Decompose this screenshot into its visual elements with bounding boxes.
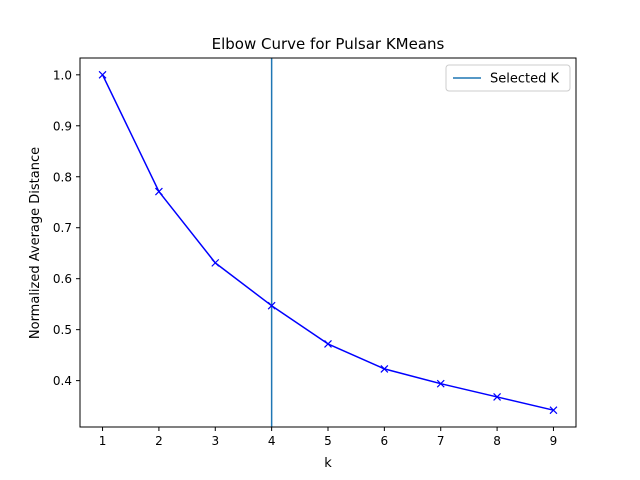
legend: Selected K [445,64,571,92]
y-tick-label: 0.7 [53,221,72,235]
data-point-marker-2 [154,187,163,196]
chart-title: Elbow Curve for Pulsar KMeans [212,35,445,53]
x-tick-label: 5 [324,434,332,448]
data-point-marker-4 [267,301,276,310]
y-tick-label: 0.9 [53,119,72,133]
x-tick-label: 2 [155,434,163,448]
data-point-marker-1 [98,70,107,79]
plot-area [98,58,558,427]
y-tick-label: 1.0 [53,68,72,82]
data-point-marker-9 [549,406,558,415]
x-tick-label: 1 [99,434,107,448]
y-tick-label: 0.5 [53,323,72,337]
data-point-marker-6 [380,364,389,373]
x-tick-label: 4 [268,434,276,448]
y-tick-label: 0.6 [53,272,72,286]
data-point-marker-3 [211,258,220,267]
data-point-marker-7 [436,379,445,388]
legend-label-selected-k: Selected K [490,72,559,87]
data-point-marker-5 [324,339,332,348]
x-axis-label: k [324,456,332,471]
x-tick-label: 8 [493,434,501,448]
legend-box [445,64,571,92]
x-tick-label: 3 [211,434,219,448]
data-point-marker-8 [493,393,502,401]
x-tick-label: 9 [550,434,558,448]
y-axis-ticks: 0.4 0.5 0.6 0.7 0.8 0.9 1.0 [53,68,80,388]
x-axis-ticks: 1 2 3 4 5 6 7 8 9 [99,427,558,448]
y-axis-label: Normalized Average Distance [28,147,43,339]
y-tick-label: 0.4 [53,374,72,388]
y-tick-label: 0.8 [53,170,72,184]
x-tick-label: 6 [381,434,389,448]
x-tick-label: 7 [437,434,445,448]
